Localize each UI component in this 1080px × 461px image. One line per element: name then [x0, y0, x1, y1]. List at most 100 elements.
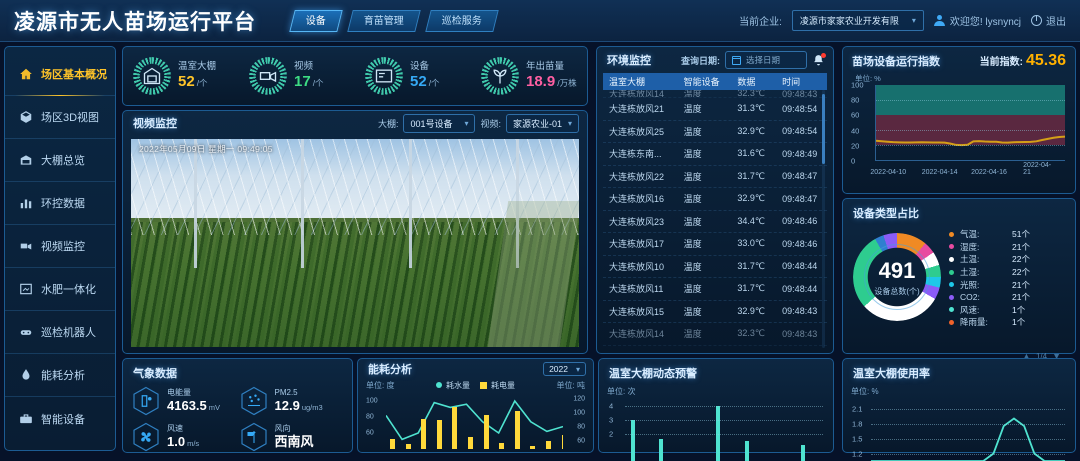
legend-item: CO2: 21个 [949, 291, 1067, 304]
company-select-value: 凌源市家家农业开发有限 [799, 16, 899, 26]
table-row[interactable]: 大连栋东南... 温度 31.6℃ 09:48:49 [603, 143, 827, 166]
table-row[interactable]: 大连栋放风15 温度 32.9℃ 09:48:43 [603, 301, 827, 323]
bar [405, 444, 411, 449]
cell-device: 温度 [683, 126, 702, 137]
kpi-card-greenhouse: 温室大棚 52/个 [123, 57, 239, 95]
panel-title: 气象数据 [133, 368, 177, 380]
right-unit-label: 单位: 吨 [556, 380, 585, 390]
company-select[interactable]: 凌源市家家农业开发有限 ▾ [791, 10, 924, 31]
table-row[interactable]: 大连栋放风22 温度 31.7℃ 09:48:47 [603, 166, 827, 188]
cell-time: 09:48:43 [782, 90, 818, 98]
nav-tab-devices[interactable]: 设备 [289, 9, 343, 32]
greenhouse-icon [140, 64, 164, 88]
sidebar-item-smart-device[interactable]: 智能设备 [5, 397, 115, 440]
cell-time: 09:48:44 [782, 261, 818, 272]
current-index-label: 当前指数: [979, 57, 1023, 68]
legend-label: 耗水量 [446, 380, 470, 390]
greenhouse-select-value: 001号设备 [410, 118, 453, 129]
sidebar-item-label: 场区3D视图 [41, 112, 100, 124]
weather-unit: m/s [187, 439, 200, 448]
table-row[interactable]: 大连栋放风14 温度 32.3℃ 09:48:43 [603, 90, 827, 98]
table-row[interactable]: 大连栋放风16 温度 32.9℃ 09:48:47 [603, 188, 827, 211]
table-row[interactable]: 大连栋放风11 温度 31.7℃ 09:48:44 [603, 278, 827, 301]
table-row[interactable]: 大连栋放风17 温度 33.0℃ 09:48:46 [603, 233, 827, 256]
weather-value-group: 西南风 [275, 434, 314, 450]
table-body[interactable]: 大连栋放风14 温度 32.3℃ 09:48:43 大连栋放风21 温度 31.… [603, 90, 827, 348]
cell-greenhouse: 大连栋放风10 [609, 261, 665, 272]
left-unit-label: 单位: 度 [366, 380, 395, 390]
y-tick: 0 [851, 156, 856, 166]
x-tick: 2022-04-10 [870, 169, 907, 176]
cell-device: 温度 [683, 261, 702, 272]
kpi-card-device: 设备 52/个 [355, 57, 471, 95]
cell-device: 温度 [683, 104, 702, 115]
legend-value: 51个 [1012, 229, 1030, 240]
sidebar-item-greenhouse-overview[interactable]: 大棚总览 [5, 139, 115, 182]
weather-label: 风速 [167, 424, 183, 434]
greenhouse-alert-panel: 温室大棚动态预警 单位: 次 2 3 4 [598, 358, 834, 461]
column-header-device: 智能设备 [683, 77, 720, 87]
cell-time: 09:48:54 [782, 103, 818, 114]
sidebar-item-video-monitor[interactable]: 视频监控 [5, 225, 115, 268]
kpi-ring [481, 57, 519, 95]
cell-value: 32.9℃ [737, 193, 765, 204]
sidebar-item-inspection-robot[interactable]: 巡检机器人 [5, 311, 115, 354]
current-company-label: 当前企业: [739, 17, 782, 28]
usage-chart: 1.2 1.5 1.8 2.1 [849, 399, 1069, 461]
nav-tab-inspection-service[interactable]: 巡检服务 [425, 9, 499, 32]
cell-value: 31.7℃ [737, 170, 765, 181]
camera-select[interactable]: 家源农业-01 ▾ [505, 113, 579, 133]
bar [390, 439, 395, 449]
table-row[interactable]: 大连栋放风14 温度 32.3℃ 09:48:43 [603, 323, 827, 346]
cell-value: 34.4℃ [737, 215, 765, 226]
kpi-value-group: 18.9/万株 [526, 73, 577, 92]
sidebar-item-label: 场区基本概况 [41, 69, 107, 81]
sidebar-item-3dview[interactable]: 场区3D视图 [5, 96, 115, 139]
greenhouse-select[interactable]: 001号设备 ▾ [403, 113, 476, 133]
panel-title: 苗场设备运行指数 [852, 56, 940, 68]
cell-greenhouse: 大连栋放风15 [609, 306, 665, 317]
sidebar-item-label: 环控数据 [41, 198, 85, 210]
nav-tab-seedling-management[interactable]: 育苗管理 [347, 9, 421, 32]
table-scrollbar[interactable] [822, 90, 825, 348]
y-tick: 1.8 [852, 419, 863, 428]
logout-label: 退出 [1046, 17, 1066, 28]
pager-down-icon[interactable]: ▼ [1052, 351, 1061, 361]
y-tick: 1.5 [852, 434, 863, 443]
legend-item-water: 耗水量 [436, 380, 470, 391]
sidebar-item-env-data[interactable]: 环控数据 [5, 182, 115, 225]
logout-button[interactable]: 退出 [1031, 13, 1066, 28]
weather-item-windspeed: 风速 1.0 m/s [131, 419, 239, 455]
video-feed[interactable]: 2022年05月09日 星期一 09:49:05 [131, 139, 579, 347]
pager-up-icon[interactable]: ▲ [1022, 351, 1031, 361]
year-select[interactable]: 2022 ▾ [543, 362, 586, 376]
legend-item: 风速: 1个 [949, 304, 1067, 317]
sidebar-item-label: 大棚总览 [41, 155, 85, 167]
sprout-icon [488, 64, 512, 88]
kpi-label: 视频 [294, 60, 314, 72]
legend-label: 气温: [960, 229, 980, 240]
date-picker[interactable]: 选择日期 [725, 51, 807, 69]
legend-value: 22个 [1012, 254, 1030, 265]
legend-label: 降雨量: [960, 317, 988, 328]
run-index-line [876, 85, 1065, 161]
cell-value: 31.6℃ [737, 148, 765, 159]
table-row[interactable]: 大连栋放风10 温度 31.7℃ 09:48:44 [603, 256, 827, 278]
table-row[interactable]: 大连栋放风23 温度 34.4℃ 09:48:46 [603, 211, 827, 233]
welcome-text: 欢迎您! lysnyncj [949, 17, 1021, 28]
cell-device: 温度 [683, 216, 702, 227]
energy-analysis-panel: 能耗分析 2022 ▾ 单位: 度 耗水量 耗电量 单位: 吨 60 80 100 … [357, 358, 594, 453]
kpi-label: 设备 [410, 60, 430, 72]
table-row[interactable]: 大连栋放风21 温度 31.3℃ 09:48:54 [603, 98, 827, 121]
device-total-value: 491 [878, 257, 916, 283]
sidebar-item-energy-analysis[interactable]: 能耗分析 [5, 354, 115, 397]
legend-pager: ▲ 1/4 ▼ [843, 351, 1075, 361]
notification-bell-icon[interactable] [812, 52, 826, 67]
chart-icon [19, 196, 33, 210]
sidebar-item-overview[interactable]: 场区基本概况 [5, 53, 115, 96]
y-tick: 60 [366, 429, 374, 437]
table-row[interactable]: 大连栋放风25 温度 32.9℃ 09:48:54 [603, 121, 827, 143]
notification-badge [821, 52, 826, 58]
sidebar-item-water-fertilizer[interactable]: 水肥一体化 [5, 268, 115, 311]
panel-title: 视频监控 [133, 118, 177, 130]
